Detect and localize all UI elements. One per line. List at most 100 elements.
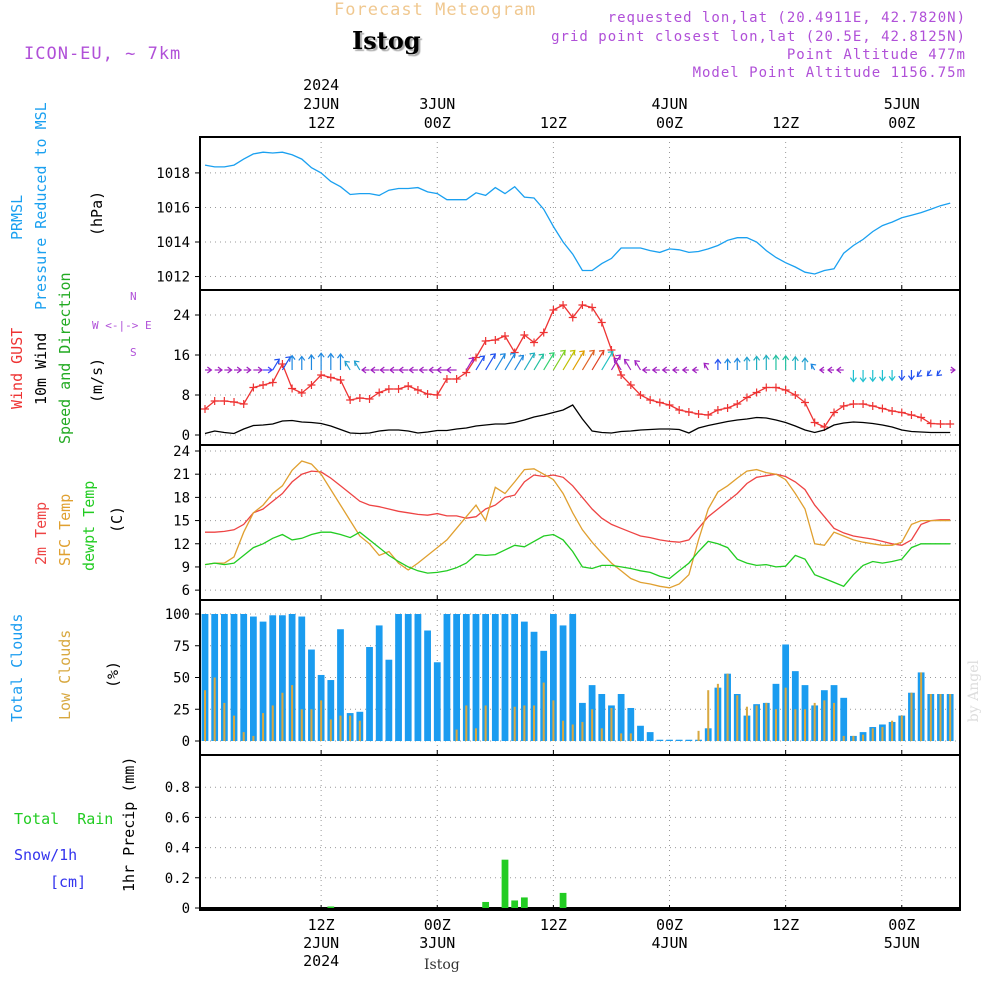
gust-marker (704, 411, 713, 419)
low-cloud-bar (291, 685, 294, 741)
low-cloud-bar (949, 694, 952, 741)
wind-arrow-head (598, 349, 605, 356)
total-cloud-bar (366, 647, 373, 741)
wind-arrow-head (344, 360, 350, 367)
low-cloud-bar (213, 677, 216, 741)
y-tick-label: 0.6 (165, 810, 190, 826)
wind-arrow-head (613, 357, 620, 364)
gust-marker (481, 337, 490, 345)
wind-arrow-head (818, 366, 825, 374)
wind-arrow-head (500, 353, 506, 359)
low-cloud-bar (910, 692, 913, 741)
gust-marker (675, 406, 684, 414)
y-tick-label: 0.8 (165, 780, 190, 796)
wind-arrow-head (370, 366, 376, 374)
low-cloud-bar (252, 735, 255, 741)
gust-marker (626, 381, 635, 389)
wind-arrow-head (671, 366, 678, 374)
total-cloud-bar (250, 616, 257, 741)
y-tick-label: 24 (173, 444, 190, 460)
wind-arrow-head (436, 366, 442, 374)
gust-marker (897, 408, 906, 417)
low-cloud-bar (920, 672, 923, 741)
low-cloud-bar (533, 705, 536, 741)
point-altitude: Point Altitude 477m (786, 47, 966, 63)
low-cloud-bar (745, 706, 748, 741)
wind-arrow-head (548, 352, 555, 358)
wind-arrow-head (267, 366, 274, 374)
low-cloud-bar (707, 690, 710, 741)
time-date-bottom: 5JUN (884, 934, 920, 952)
low-cloud-bar (881, 727, 884, 741)
low-cloud-bar (552, 700, 555, 741)
time-hour-bottom: 12Z (308, 916, 335, 934)
low-cloud-bar (939, 694, 942, 741)
gust-marker (607, 346, 616, 354)
low-cloud-bar (484, 705, 487, 741)
wind-arrow (601, 351, 614, 371)
temp-dewpt-line (204, 531, 951, 588)
total-cloud-bar (414, 614, 422, 741)
wind-arrow-head (589, 349, 595, 356)
gust-marker (617, 371, 626, 379)
gust-marker (781, 386, 790, 394)
y-tick-label: 1018 (156, 166, 190, 182)
wind-arrow-head (246, 366, 252, 374)
wind-arrow-head (907, 375, 915, 381)
time-year-top: 2024 (303, 76, 339, 94)
wind-arrow-head (827, 366, 833, 374)
wind-arrow (354, 360, 361, 371)
y-tick-label: 6 (182, 583, 190, 599)
wind-arrow-head (298, 355, 306, 361)
gust-marker (888, 407, 897, 415)
total-cloud-bar (675, 739, 683, 741)
total-cloud-bar (646, 732, 654, 741)
wind-arrow-head (641, 366, 648, 374)
wind-arrow-head (317, 352, 325, 358)
wind-arrow-head (634, 360, 640, 366)
wind-arrow-head (560, 349, 566, 356)
low-cloud-bar (581, 721, 584, 741)
low-cloud-bar (465, 705, 468, 741)
gust-marker (810, 418, 819, 427)
panel-frame (199, 754, 961, 911)
gust-marker (646, 396, 655, 404)
gust-marker (791, 391, 800, 399)
gust-marker (404, 382, 413, 390)
gust-line (204, 304, 951, 428)
low-cloud-bar (474, 728, 477, 741)
low-cloud-bar (716, 683, 719, 741)
wind-arrow (562, 350, 576, 371)
gust-marker (723, 404, 732, 412)
total-cloud-bar (230, 614, 238, 741)
y-tick-label: 0 (182, 428, 190, 444)
gust-marker (365, 395, 374, 403)
wind-arrow (552, 350, 566, 371)
y-tick-label: 75 (173, 639, 190, 655)
gust-marker (946, 420, 955, 428)
time-date-bottom: 2JUN (303, 934, 339, 952)
wind-arrow-head (274, 358, 280, 365)
low-cloud-bar (833, 702, 836, 741)
time-hour-bottom: 00Z (888, 916, 915, 934)
wind-arrow-head (926, 370, 933, 377)
low-cloud-bar (697, 730, 700, 741)
total-cloud-bar (375, 625, 383, 741)
wind-arrow-head (714, 358, 722, 364)
total-cloud-bar (482, 614, 490, 741)
gust-marker (684, 408, 693, 416)
time-hour-top: 00Z (656, 114, 683, 132)
y-tick-label: 1014 (156, 235, 190, 251)
low-cloud-bar (900, 715, 903, 741)
wind-arrow-head (327, 352, 335, 359)
y-tick-label: 24 (173, 308, 190, 324)
low-cloud-bar (891, 720, 894, 741)
model-name: ICON-EU, ~ 7km (24, 44, 182, 64)
total-cloud-bar (501, 614, 509, 741)
time-hour-bottom: 12Z (540, 916, 567, 934)
gust-marker (742, 393, 751, 402)
wind-arrow (272, 358, 280, 371)
low-cloud-bar (571, 724, 574, 741)
gust-marker (801, 398, 809, 407)
